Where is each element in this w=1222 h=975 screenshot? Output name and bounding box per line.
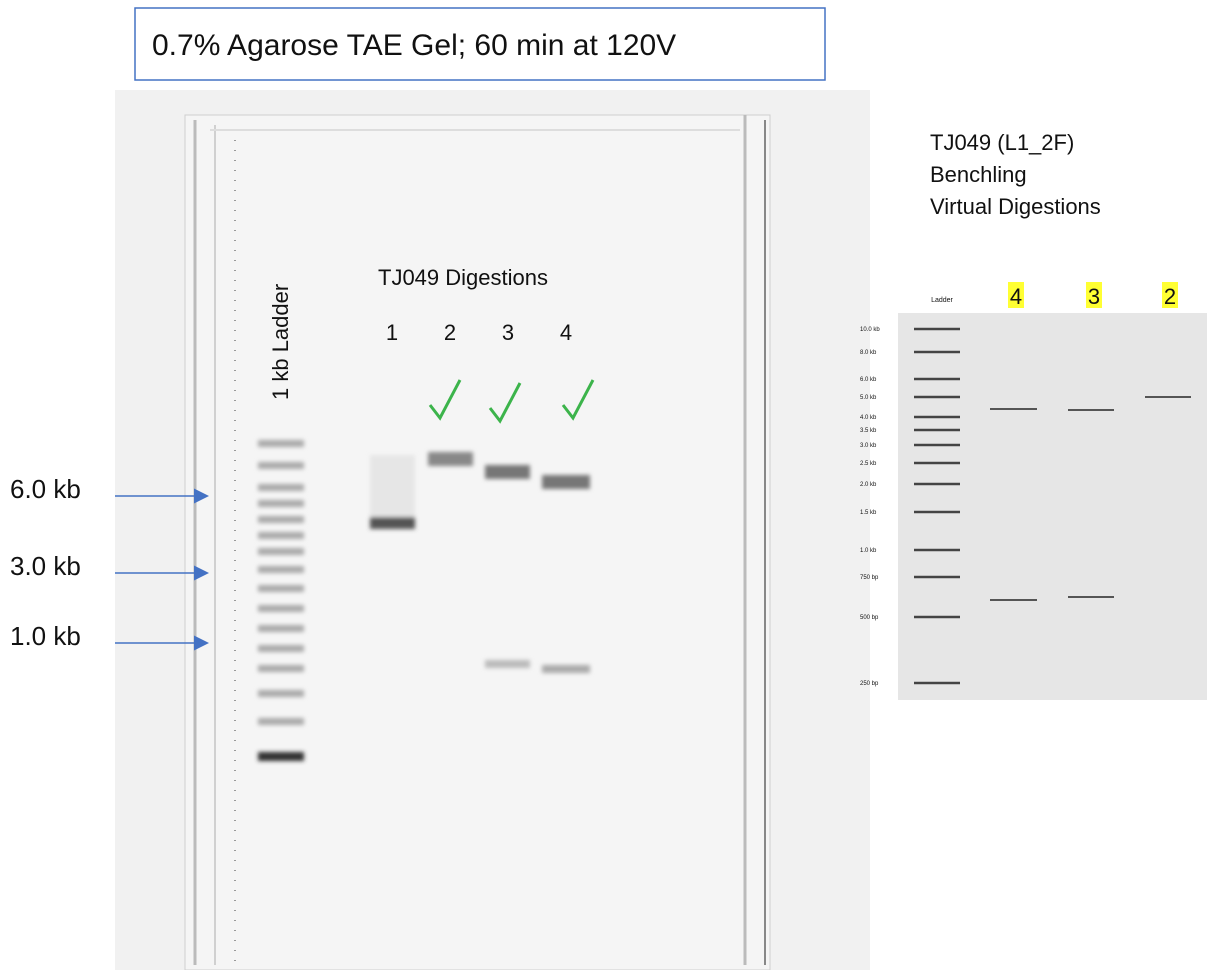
virtual-ladder-size: 3.5 kb	[860, 428, 877, 434]
virtual-ladder-size: 250 bp	[860, 681, 879, 687]
virtual-title-line: Benchling	[930, 162, 1027, 187]
lane-number: 2	[444, 320, 456, 345]
lane-number: 3	[502, 320, 514, 345]
virtual-lane-label: 2	[1164, 284, 1176, 309]
virtual-ladder-size: 500 bp	[860, 615, 879, 621]
ladder-label: 1 kb Ladder	[268, 284, 293, 400]
size-marker-label: 3.0 kb	[10, 551, 81, 581]
ladder-band	[258, 665, 304, 672]
digestions-label: TJ049 Digestions	[378, 265, 548, 290]
title: 0.7% Agarose TAE Gel; 60 min at 120V	[152, 29, 676, 62]
virtual-ladder-size: 4.0 kb	[860, 415, 877, 421]
virtual-ladder-size: 1.5 kb	[860, 510, 877, 516]
virtual-title-line: TJ049 (L1_2F)	[930, 130, 1074, 155]
size-marker-label: 6.0 kb	[10, 474, 81, 504]
virtual-gel	[898, 313, 1207, 700]
virtual-ladder-size: 8.0 kb	[860, 350, 877, 356]
ladder-band	[258, 566, 304, 573]
ladder-band	[258, 440, 304, 447]
virtual-lane-label: 4	[1010, 284, 1022, 309]
ladder-band	[258, 690, 304, 697]
ladder-band	[258, 500, 304, 507]
ladder-band	[258, 516, 304, 523]
gel-image	[115, 90, 870, 970]
virtual-ladder-size: 1.0 kb	[860, 548, 877, 554]
virtual-ladder-size: 5.0 kb	[860, 395, 877, 401]
ladder-band	[258, 532, 304, 539]
ladder-band	[258, 548, 304, 555]
ladder-band	[258, 645, 304, 652]
lane-number: 1	[386, 320, 398, 345]
ladder-band	[258, 752, 304, 761]
ladder-band	[258, 625, 304, 632]
virtual-ladder-size: 2.5 kb	[860, 461, 877, 467]
figure: 0.7% Agarose TAE Gel; 60 min at 120V 1 k…	[0, 0, 1222, 970]
virtual-ladder-header: Ladder	[931, 297, 953, 304]
virtual-ladder-size: 10.0 kb	[860, 327, 880, 333]
ladder-band	[258, 585, 304, 592]
lane-number: 4	[560, 320, 572, 345]
size-marker-label: 1.0 kb	[10, 621, 81, 651]
virtual-title-line: Virtual Digestions	[930, 194, 1101, 219]
ladder-band	[258, 718, 304, 725]
virtual-ladder-size: 6.0 kb	[860, 377, 877, 383]
virtual-lane-label: 3	[1088, 284, 1100, 309]
ladder-band	[258, 605, 304, 612]
virtual-ladder-size: 750 bp	[860, 575, 879, 581]
virtual-ladder-size: 3.0 kb	[860, 443, 877, 449]
ladder-band	[258, 484, 304, 491]
page: {"title": "0.7% Agarose TAE Gel; 60 min …	[0, 0, 1222, 970]
virtual-ladder-size: 2.0 kb	[860, 482, 877, 488]
ladder-band	[258, 462, 304, 469]
